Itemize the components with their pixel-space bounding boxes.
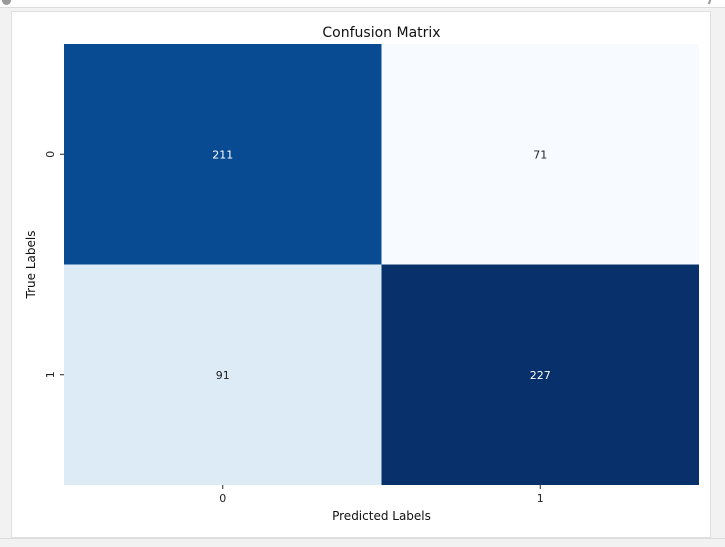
cell-value-1-0: 91 <box>216 369 230 382</box>
y-tick-label-1: 1 <box>44 371 57 378</box>
heatmap-cell-0-1 <box>381 44 699 265</box>
cell-value-0-1: 71 <box>533 148 547 161</box>
scrollbar-strip[interactable] <box>0 538 725 547</box>
x-tick-label-1: 1 <box>537 492 544 505</box>
cell-value-1-1: 227 <box>530 369 551 382</box>
y-tick-label-0: 0 <box>44 151 57 158</box>
axis-ticks: 0 1 0 1 <box>44 151 544 505</box>
y-axis-label: True Labels <box>24 231 38 300</box>
chart-title: Confusion Matrix <box>322 25 440 41</box>
cell-value-0-0: 211 <box>212 148 233 161</box>
heatmap-cell-1-1 <box>381 264 699 485</box>
window-top-bar <box>0 0 725 8</box>
heatmap-cells: 211 71 91 227 <box>64 44 699 485</box>
x-axis-label: Predicted Labels <box>332 509 431 523</box>
heatmap-cell-1-0 <box>64 264 382 485</box>
x-tick-label-0: 0 <box>219 492 226 505</box>
heatmap-cell-0-0 <box>64 44 382 265</box>
status-dot-icon <box>2 0 11 5</box>
